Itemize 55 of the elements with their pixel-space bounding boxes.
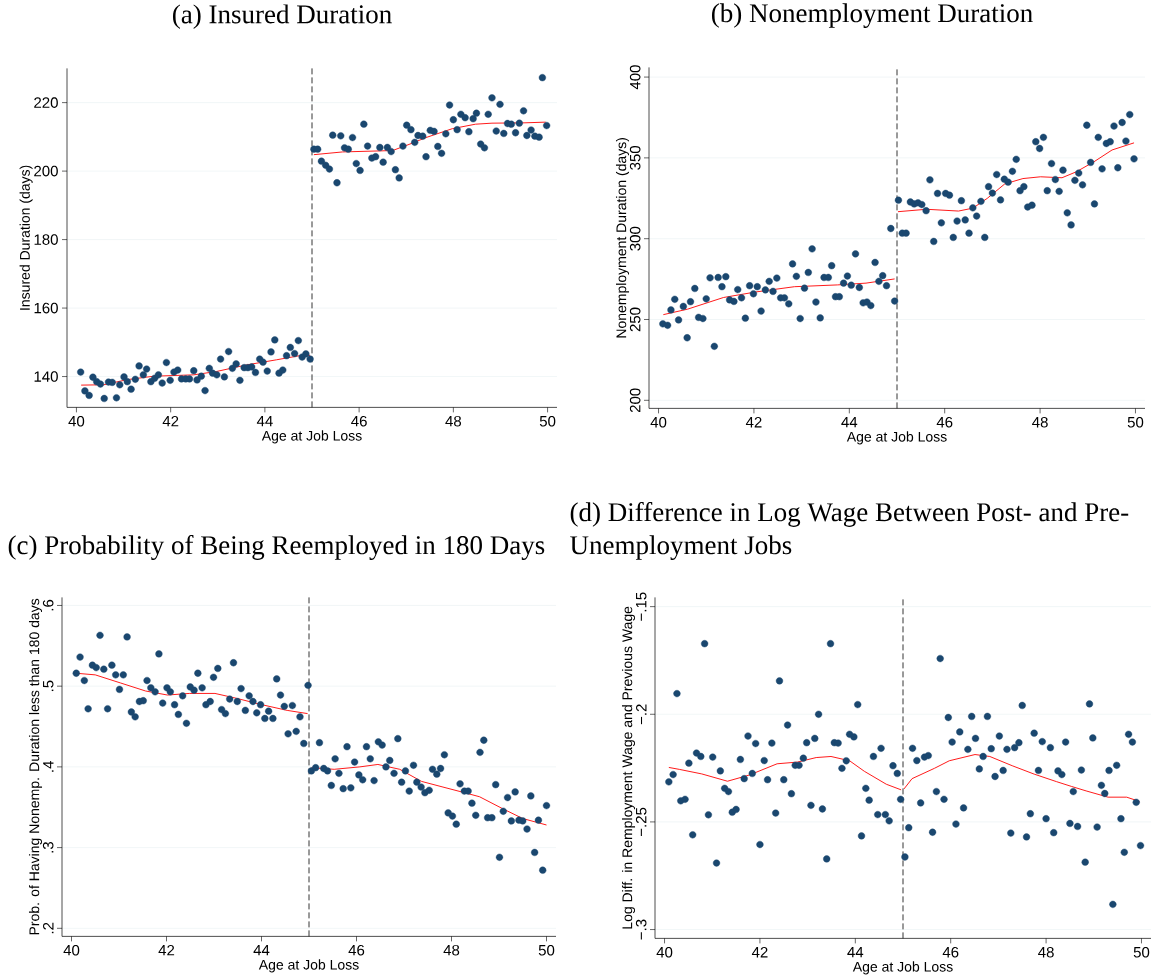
- y-tick-label: 180: [34, 234, 58, 246]
- y-tick-label: −.25: [635, 807, 647, 837]
- x-tick-label: 48: [443, 945, 460, 956]
- y-tick-label: 300: [629, 226, 641, 251]
- y-axis-title: Nonemployment Duration (days): [615, 138, 630, 338]
- x-tick-label: 48: [1032, 417, 1048, 428]
- y-tick-label: 250: [629, 307, 641, 332]
- x-tick-label: 40: [63, 945, 80, 956]
- x-tick-label: 44: [841, 417, 858, 428]
- y-axis-title: Prob. of Having Nonemp. Duration less than 180 days: [28, 598, 43, 935]
- y-tick-label: −.2: [636, 704, 647, 725]
- x-tick-label: 42: [745, 417, 762, 428]
- x-tick-label: 50: [1127, 417, 1144, 428]
- x-tick-label: 48: [1038, 947, 1054, 958]
- y-tick-label: .5: [43, 680, 54, 692]
- x-axis-title: Age at Job Loss: [852, 961, 953, 975]
- y-tick-label: 400: [629, 65, 641, 90]
- x-tick-label: 44: [253, 945, 270, 956]
- y-tick-label: 350: [629, 146, 641, 170]
- chart-title: (d) Difference in Log Wage Between Post- and Pre- Unemployment Jobs: [570, 502, 1129, 561]
- x-tick-label: 46: [936, 417, 953, 428]
- y-tick-label: −.15: [636, 592, 647, 621]
- chart-title: (c) Probability of Being Reemployed in 180 Days: [8, 535, 545, 561]
- y-tick-label: 160: [34, 302, 58, 314]
- y-axis-title: Log Diff. in Remployment Wage and Previous Wage: [621, 606, 636, 929]
- chart-title: (a) Insured Duration: [172, 4, 392, 30]
- y-tick-label: 200: [629, 388, 641, 413]
- y-tick-label: 220: [34, 97, 58, 109]
- x-tick-label: 46: [351, 416, 367, 427]
- y-tick-label: 200: [34, 165, 58, 177]
- chart-title: (b) Nonemployment Duration: [711, 3, 1033, 29]
- x-tick-label: 44: [847, 947, 864, 958]
- x-axis-title: Age at Job Loss: [261, 430, 362, 444]
- y-tick-label: 140: [34, 371, 58, 382]
- y-tick-label: .3: [42, 842, 54, 853]
- y-tick-label: .4: [43, 761, 54, 772]
- x-tick-label: 50: [538, 945, 555, 956]
- x-tick-label: 50: [539, 416, 556, 427]
- y-tick-label: .6: [42, 599, 54, 611]
- x-tick-label: 42: [162, 416, 179, 427]
- x-tick-label: 40: [650, 417, 667, 428]
- x-tick-label: 50: [1133, 947, 1150, 958]
- x-tick-label: 48: [445, 416, 462, 427]
- y-tick-label: .2: [43, 922, 54, 934]
- x-tick-label: 44: [256, 416, 273, 427]
- y-axis-title: Insured Duration (days): [19, 165, 33, 310]
- x-axis-title: Age at Job Loss: [258, 959, 359, 973]
- x-axis-title: Age at Job Loss: [846, 431, 947, 445]
- x-tick-label: 46: [942, 947, 959, 958]
- x-tick-label: 40: [68, 416, 85, 427]
- y-tick-label: −.3: [635, 919, 647, 940]
- x-tick-label: 42: [751, 947, 768, 958]
- x-tick-label: 42: [158, 945, 175, 956]
- x-tick-label: 46: [348, 945, 365, 956]
- x-tick-label: 40: [656, 947, 673, 958]
